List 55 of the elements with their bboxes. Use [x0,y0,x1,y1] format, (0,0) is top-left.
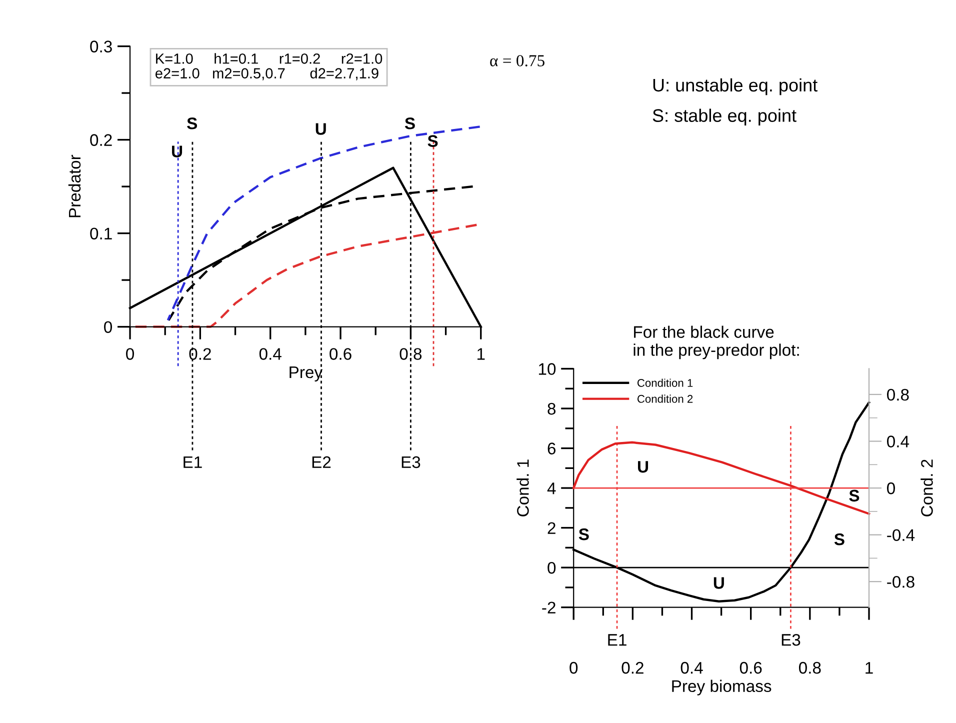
y-tick-label: 8 [548,402,556,415]
x-tick-label: 0 [126,348,134,360]
x-axis-title: Prey biomass [672,680,772,696]
x-tick-label: 0.4 [680,662,703,674]
y2-tick-label: 0.4 [887,436,910,448]
annotation: S [428,135,438,147]
x-tick-label: 0.6 [740,662,762,674]
legend-label: Condition 1 [638,378,693,387]
ref-line-label: E2 [312,456,331,468]
y-tick-label: -2 [542,602,556,614]
text: U: unstable eq. point [653,78,818,96]
annotation: U [638,461,648,473]
annotation: U [714,577,724,589]
y-axis-title: Cond. 1 [516,460,529,516]
ref-line-label: E3 [402,456,420,468]
y-tick-label: 0.1 [90,228,112,240]
annotation: K=1.0 h1=0.1 r1=0.2 r2=1.0 e2=1.0 m2=0.5,0.7 d2=2.7,1.9 [155,53,382,80]
y-tick-label: 10 [538,363,556,375]
y-tick-label: 4 [547,482,556,494]
x-tick-label: 0.6 [330,348,352,360]
y2-tick-label: 0 [887,482,895,494]
ref-line-label: E1 [608,634,626,646]
x-tick-label: 0.4 [259,348,282,360]
annotation: U [172,146,182,158]
text: α = 0.75 [490,55,544,66]
y-tick-label: 0 [548,562,556,574]
y-tick-label: 0.2 [90,134,112,146]
x-tick-label: 0 [570,662,578,674]
y-tick-label: 2 [548,522,556,534]
x-axis-title: Prey [290,366,323,382]
x-tick-label: 1 [866,662,873,674]
ref-line-label: E3 [782,634,800,646]
y2-axis-title: Cond. 2 [920,460,933,516]
y2-tick-label: -0.4 [887,529,915,542]
annotation: S [187,117,198,130]
annotation: S [849,490,860,502]
annotation: U [316,123,326,135]
annotation: S [578,528,589,540]
x-tick-label: 0.2 [622,662,644,674]
y2-tick-label: 0.8 [887,388,909,401]
x-tick-label: 1 [478,348,485,360]
x-tick-label: 0.8 [400,348,422,360]
y-tick-label: 0 [104,321,112,333]
annotation: S [834,533,844,546]
chart-title: For the black curve in the prey-predor plot: [634,326,799,360]
x-tick-label: 0.8 [798,662,821,674]
x-tick-label: 0.2 [189,348,211,360]
ref-line-label: E1 [184,456,202,468]
legend-label: Condition 2 [638,394,693,403]
y-tick-label: 6 [548,442,556,454]
y-axis-title: Predator [68,154,81,218]
y2-tick-label: -0.8 [887,576,914,588]
annotation: S [404,117,415,130]
y-tick-label: 0.3 [90,40,112,52]
text: S: stable eq. point [652,108,796,126]
